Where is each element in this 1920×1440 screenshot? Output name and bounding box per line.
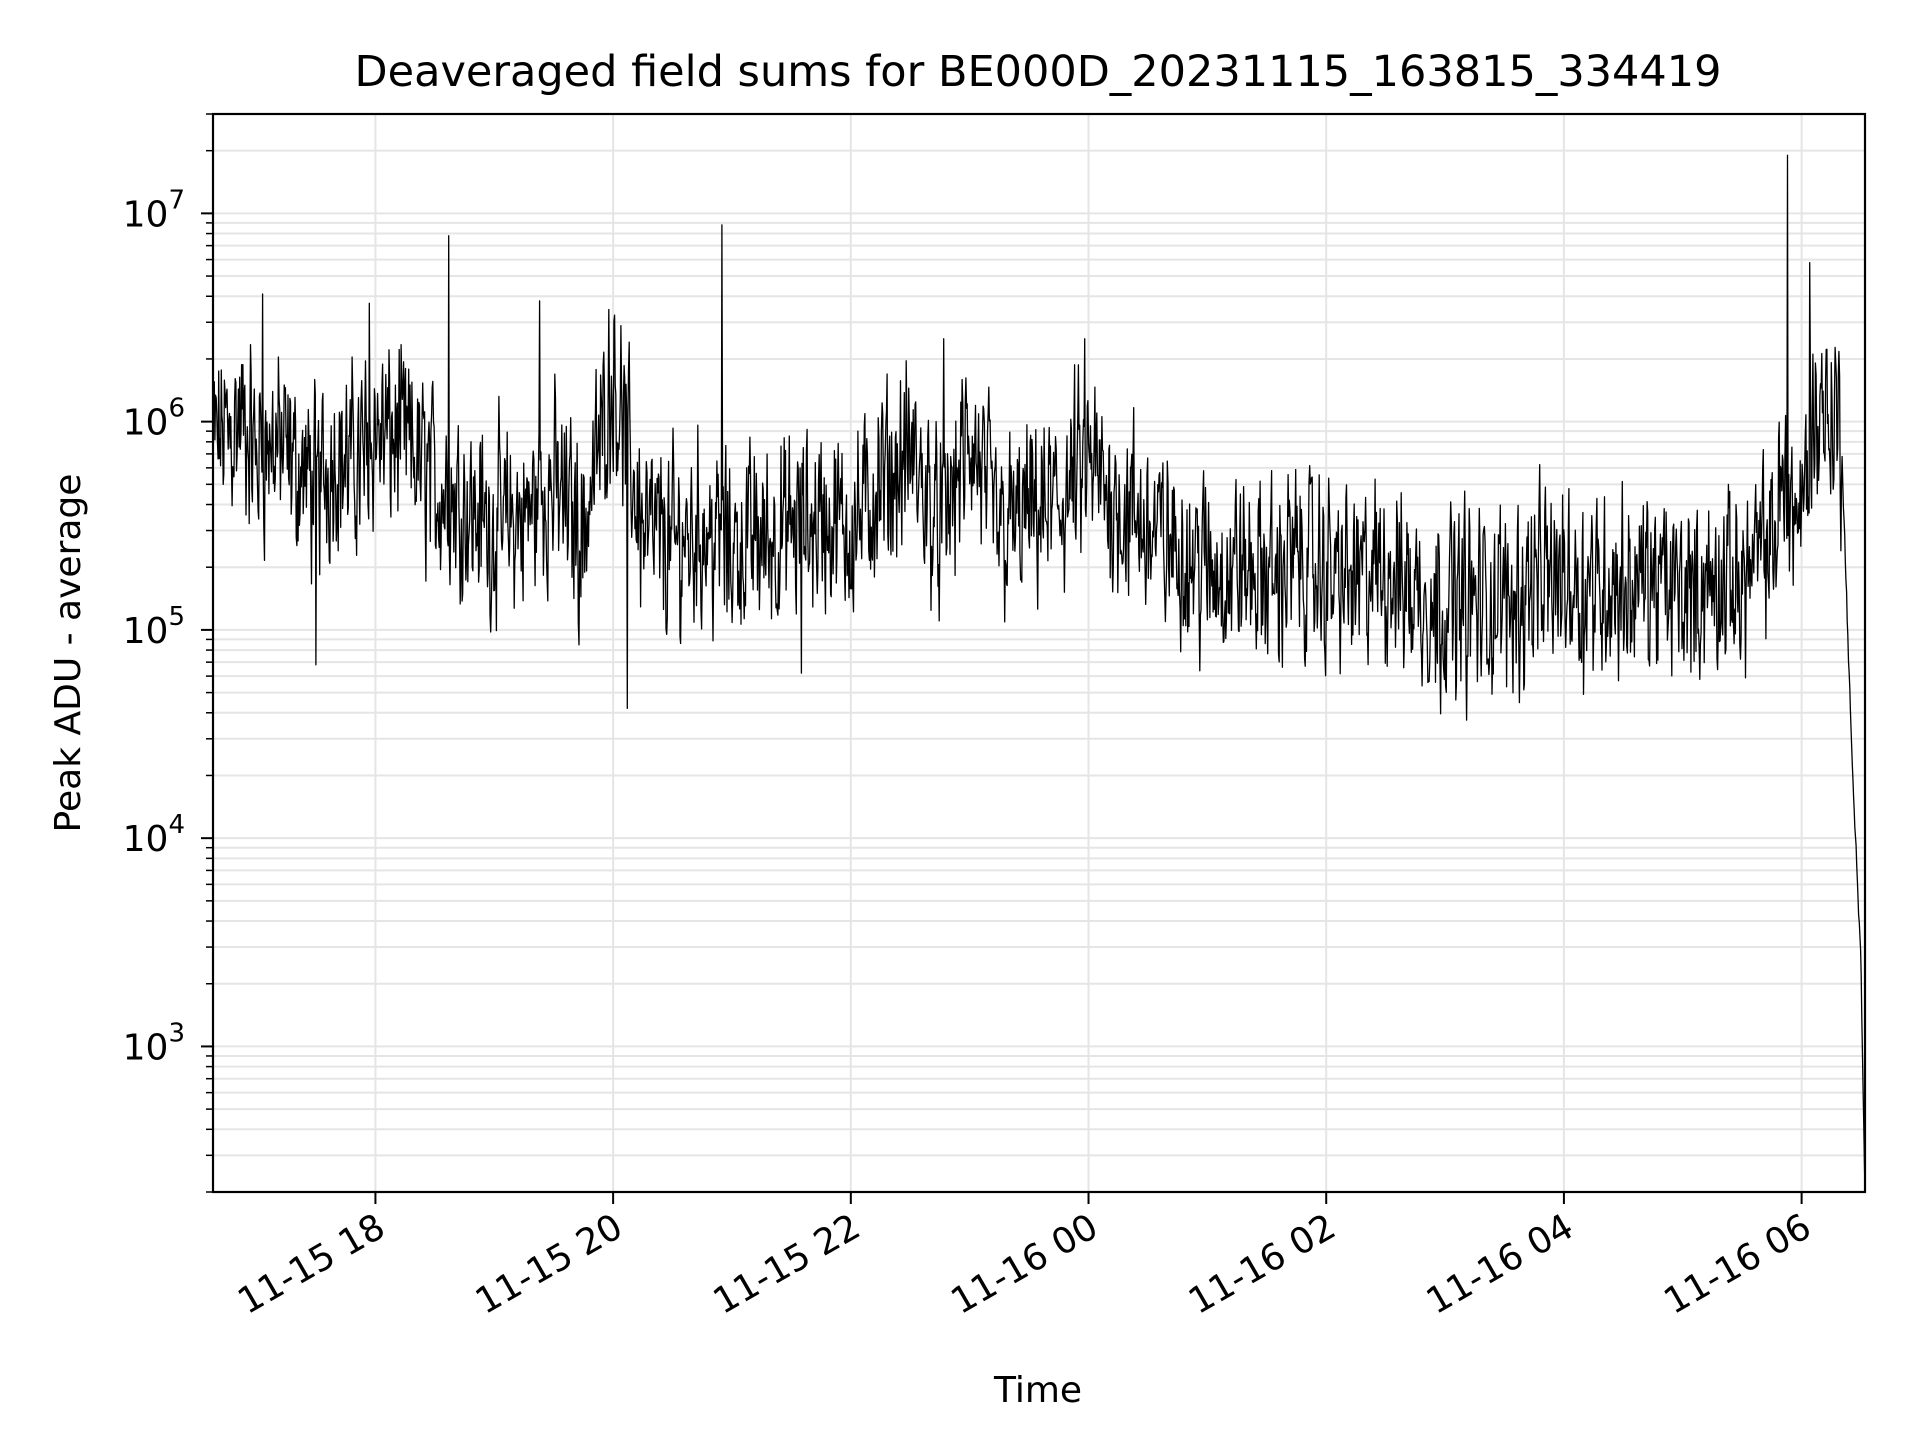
x-tick-label: 11-15 20 [469, 1206, 630, 1322]
x-tick-label: 11-15 18 [231, 1206, 392, 1322]
x-axis-title: Time [993, 1370, 1082, 1411]
y-tick-base: 10 [123, 194, 169, 235]
y-tick-base: 10 [123, 1027, 169, 1068]
data-series [212, 154, 1866, 1192]
x-tick-label: 11-15 22 [707, 1206, 868, 1322]
x-tick-label: 11-16 00 [944, 1206, 1105, 1322]
y-tick-label: 103 [123, 1018, 185, 1068]
y-tick-label: 107 [123, 185, 185, 235]
y-tick-exponent: 6 [168, 394, 185, 424]
grid-lines [213, 113, 1865, 1193]
y-axis-title: Peak ADU - average [48, 474, 89, 833]
y-tick-base: 10 [123, 819, 169, 860]
y-tick-exponent: 5 [168, 602, 185, 632]
y-tick-label: 105 [123, 602, 185, 652]
y-tick-exponent: 3 [168, 1018, 185, 1048]
plot-frame [211, 112, 1867, 1194]
y-tick-label: 104 [123, 810, 185, 860]
x-tick-label: 11-16 04 [1420, 1206, 1581, 1322]
y-tick-exponent: 7 [168, 185, 185, 215]
series-line [212, 154, 1866, 1192]
chart-title: Deaveraged field sums for BE000D_2023111… [355, 47, 1722, 97]
y-tick-base: 10 [123, 611, 169, 652]
y-tick-exponent: 4 [168, 810, 185, 840]
x-tick-label: 11-16 06 [1657, 1206, 1818, 1322]
y-tick-label: 106 [123, 394, 185, 444]
x-tick-label: 11-16 02 [1182, 1206, 1343, 1322]
y-tick-base: 10 [123, 403, 169, 444]
